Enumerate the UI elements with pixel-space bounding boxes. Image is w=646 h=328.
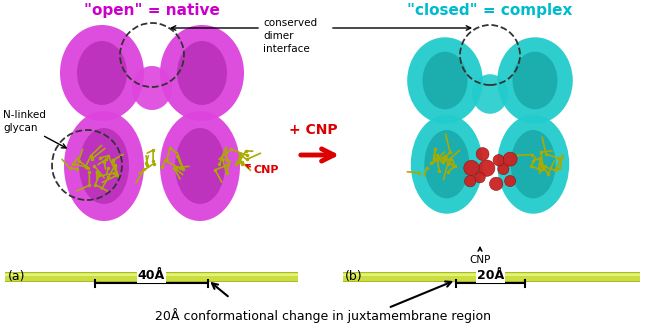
Circle shape	[476, 148, 489, 160]
Text: CNP: CNP	[469, 255, 491, 265]
Bar	[5, 274, 298, 280]
Text: 20Å conformational change in juxtamembrane region: 20Å conformational change in juxtamembra…	[155, 308, 491, 323]
Text: "closed" = complex: "closed" = complex	[408, 3, 573, 18]
Circle shape	[505, 175, 516, 187]
Ellipse shape	[60, 25, 144, 121]
Ellipse shape	[422, 52, 468, 109]
Circle shape	[479, 160, 495, 176]
Ellipse shape	[177, 41, 227, 105]
Text: + CNP: + CNP	[289, 123, 337, 137]
Circle shape	[464, 160, 479, 176]
Text: 40Å: 40Å	[138, 269, 165, 282]
Ellipse shape	[424, 130, 469, 198]
Circle shape	[464, 175, 476, 187]
Text: (b): (b)	[345, 270, 362, 283]
Ellipse shape	[497, 37, 573, 124]
Circle shape	[474, 172, 485, 183]
Circle shape	[490, 177, 503, 191]
Ellipse shape	[79, 128, 129, 204]
Ellipse shape	[497, 115, 569, 214]
Ellipse shape	[411, 115, 483, 214]
Text: 20Å: 20Å	[477, 269, 504, 282]
Text: CNP: CNP	[253, 165, 278, 175]
Ellipse shape	[472, 74, 508, 114]
Ellipse shape	[407, 37, 483, 124]
Text: "open" = native: "open" = native	[84, 3, 220, 18]
Text: conserved
dimer
interface: conserved dimer interface	[263, 18, 317, 54]
Bar	[343, 274, 640, 280]
Ellipse shape	[77, 41, 127, 105]
Bar	[343, 272, 640, 282]
Circle shape	[493, 154, 505, 166]
Bar	[5, 272, 298, 282]
Ellipse shape	[132, 66, 172, 110]
Ellipse shape	[175, 128, 225, 204]
Ellipse shape	[160, 111, 240, 221]
Ellipse shape	[160, 25, 244, 121]
Bar	[5, 273, 298, 276]
Circle shape	[503, 152, 517, 166]
Bar	[343, 273, 640, 276]
Text: N-linked
glycan: N-linked glycan	[3, 110, 46, 133]
Ellipse shape	[512, 52, 557, 109]
Ellipse shape	[511, 130, 556, 198]
Text: (a): (a)	[8, 270, 25, 283]
Ellipse shape	[64, 111, 144, 221]
Circle shape	[498, 163, 509, 175]
